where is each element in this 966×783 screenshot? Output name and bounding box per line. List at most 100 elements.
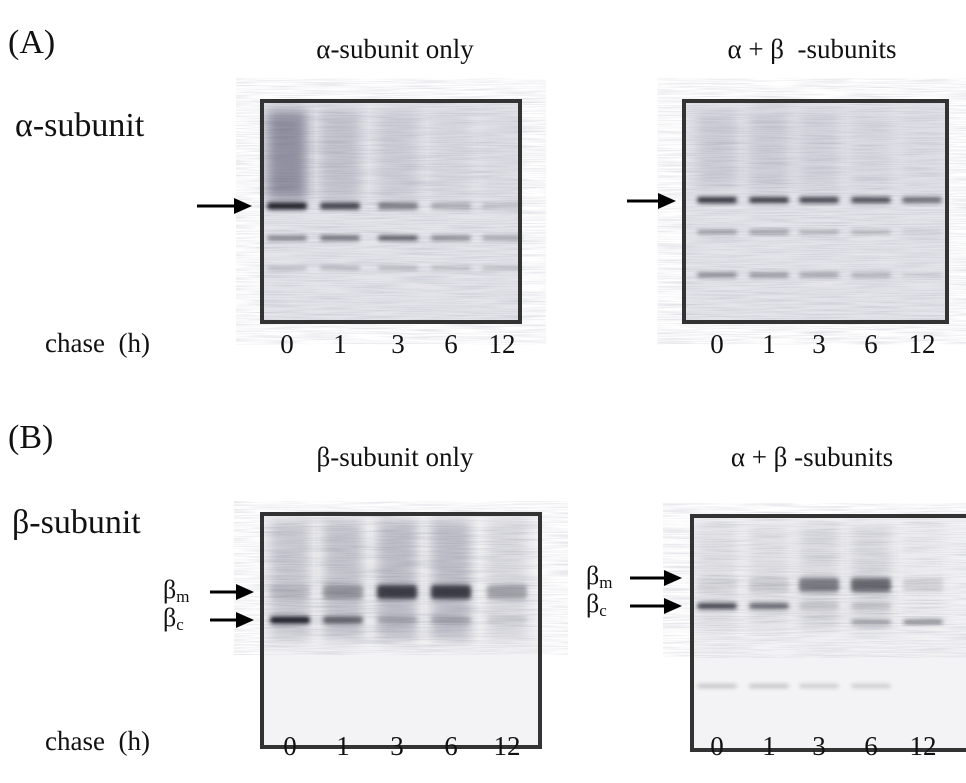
arrow-head (658, 193, 676, 209)
gel-image (260, 99, 522, 324)
band (697, 578, 737, 592)
lane-smear (851, 110, 891, 190)
axis-label: chase (h) (45, 328, 150, 358)
blot-title: α + β -subunits (731, 442, 893, 472)
band-subscript: m (176, 587, 189, 606)
band-subscript: m (599, 573, 612, 592)
band (903, 620, 943, 624)
blot-title: α + β -subunits (727, 34, 896, 64)
band (903, 578, 943, 592)
band (749, 578, 789, 592)
band (267, 266, 307, 270)
band (431, 585, 471, 599)
arrow-head (664, 570, 682, 586)
lane-smear (697, 525, 737, 630)
gel-frame (690, 514, 966, 752)
band (851, 272, 891, 278)
band (482, 202, 522, 210)
lane-label: 0 (280, 329, 294, 359)
band-subscript: c (176, 615, 184, 634)
gel-frame (682, 99, 949, 324)
gel-image (260, 512, 542, 749)
band (697, 603, 737, 609)
band (749, 684, 789, 688)
band (487, 585, 527, 599)
band-symbol: β (163, 575, 176, 604)
lane-label: 1 (762, 329, 776, 359)
band (851, 230, 891, 234)
band (378, 266, 418, 270)
band (378, 202, 418, 210)
band (799, 578, 839, 592)
band (323, 616, 363, 624)
lane-smear (799, 110, 839, 190)
lane-label: 0 (710, 731, 724, 761)
band (697, 197, 737, 203)
row-label: β-subunit (12, 504, 141, 541)
band (902, 197, 942, 203)
band (851, 197, 891, 203)
band (267, 235, 307, 241)
blot-title: β-subunit only (317, 442, 474, 472)
arrow-head (664, 598, 682, 614)
band (799, 603, 839, 609)
band (749, 230, 789, 234)
lane-smear (267, 110, 307, 200)
gel-frame (260, 512, 542, 749)
band (851, 684, 891, 688)
blot-title: α-subunit only (316, 34, 474, 64)
lane-label: 12 (909, 329, 936, 359)
lane-smear (320, 110, 360, 200)
band-label: βm (163, 575, 189, 606)
lane-smear (482, 110, 522, 200)
band (323, 585, 363, 599)
lane-label: 0 (710, 329, 724, 359)
band-label: βc (586, 589, 607, 620)
band (749, 603, 789, 609)
lane-label: 0 (283, 731, 297, 761)
band (799, 197, 839, 203)
lane-smear (903, 525, 943, 630)
band (431, 266, 471, 270)
lane-smear (799, 525, 839, 630)
band (431, 235, 471, 241)
band (799, 272, 839, 278)
arrow-head (236, 584, 254, 600)
lane-label: 3 (391, 329, 405, 359)
gel-image (690, 514, 966, 752)
band (377, 616, 417, 624)
band-symbol: β (586, 589, 599, 618)
band-subscript: c (599, 601, 607, 620)
lane-smear (902, 110, 942, 190)
band-symbol: β (163, 603, 176, 632)
lane-label: 6 (864, 731, 878, 761)
lane-label: 12 (494, 731, 521, 761)
panel-label: (A) (8, 24, 55, 61)
band-label: βc (163, 603, 184, 634)
band (320, 202, 360, 210)
lane-label: 3 (390, 731, 404, 761)
gel-image (682, 99, 949, 324)
axis-label: chase (h) (45, 726, 150, 756)
lane-label: 6 (444, 731, 458, 761)
band (482, 266, 522, 270)
band (902, 272, 942, 278)
band (851, 603, 891, 609)
band (697, 272, 737, 278)
band (487, 616, 527, 624)
row-label: α-subunit (15, 107, 145, 144)
lane-label: 12 (910, 731, 937, 761)
lane-smear (749, 525, 789, 630)
band (431, 202, 471, 210)
lane-label: 1 (762, 731, 776, 761)
band (482, 235, 522, 241)
band (431, 616, 471, 624)
band (270, 585, 310, 599)
lane-label: 6 (444, 329, 458, 359)
band (851, 620, 891, 624)
lane-smear (431, 110, 471, 200)
lane-smear (851, 525, 891, 630)
panel-label: (B) (8, 419, 53, 456)
band (320, 266, 360, 270)
